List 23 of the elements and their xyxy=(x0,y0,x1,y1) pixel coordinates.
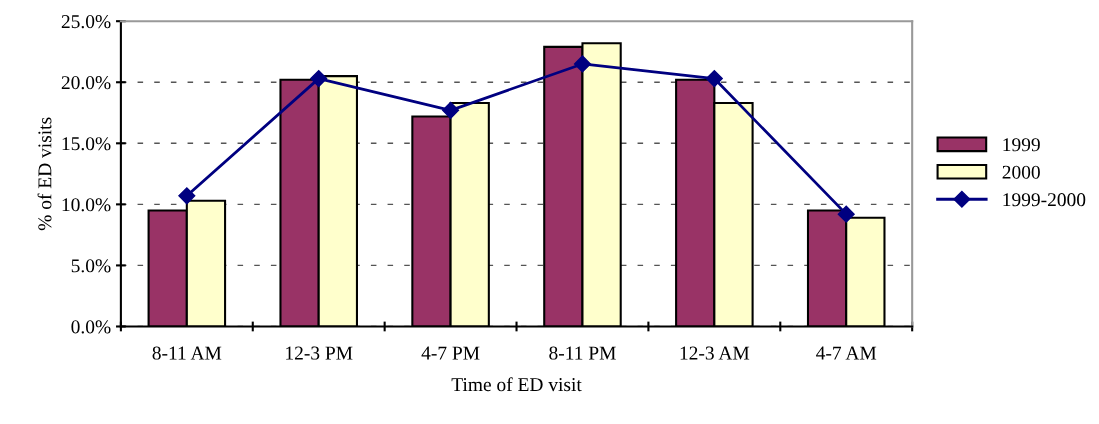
y-axis-title: % of ED visits xyxy=(37,117,52,231)
legend-label: 1999-2000 xyxy=(1003,193,1086,207)
y-tick-label: 10.0% xyxy=(62,198,111,212)
point xyxy=(837,205,855,223)
x-tick-label: 12-3 PM xyxy=(286,346,353,360)
y-tick-label: 25.0% xyxy=(61,15,111,29)
point xyxy=(705,70,723,88)
x-tick-label: 8-11 AM xyxy=(152,346,222,360)
x-tick-label: 12-3 AM xyxy=(680,346,750,360)
y-tick-label: 5.0% xyxy=(71,259,111,273)
point xyxy=(310,70,328,88)
x-tick-label: 4-7 AM xyxy=(816,346,877,360)
x-tick-label: 4-7 PM xyxy=(421,346,480,360)
y-tick-label: 0.0% xyxy=(71,320,111,334)
legend-label: 2000 xyxy=(1002,165,1040,179)
y-tick-label: 20.0% xyxy=(61,76,111,90)
x-axis-title: Time of ED visit xyxy=(451,377,582,392)
y-tick-label: 15.0% xyxy=(62,137,111,151)
point xyxy=(178,187,196,205)
legend-label: 1999 xyxy=(1003,138,1040,152)
point xyxy=(442,101,460,119)
x-tick-label: 8-11 PM xyxy=(549,346,616,360)
point xyxy=(573,55,592,73)
